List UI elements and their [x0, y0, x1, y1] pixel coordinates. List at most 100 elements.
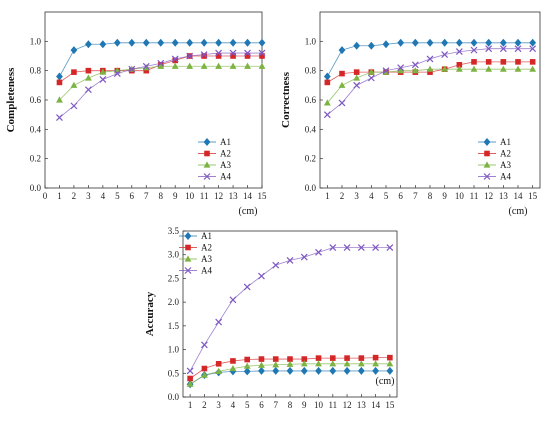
series-A3-point [455, 65, 463, 72]
series-A1-point [85, 40, 92, 49]
y-tick-label: 1.0 [305, 36, 317, 46]
series-A1-point [272, 366, 280, 375]
series-A4-point [56, 114, 63, 122]
legend-marker [204, 150, 210, 157]
series-A3-point [186, 62, 194, 69]
series-A2-point [339, 70, 345, 77]
series-A1-point [244, 38, 251, 47]
series-A2-point [330, 355, 336, 361]
series-A4-point [243, 283, 251, 291]
y-tick-label: 0.6 [305, 95, 317, 105]
series-A2-point [244, 53, 251, 59]
series-A3-point [343, 360, 351, 367]
series-A4-point [372, 244, 380, 252]
series-A2-point [387, 354, 393, 361]
series-A2-point [258, 356, 265, 362]
series-A3-point [215, 62, 222, 69]
series-A1-point [70, 46, 78, 55]
series-A4-point [323, 111, 331, 119]
series-A1-point [514, 38, 522, 47]
legend-label: A2 [500, 149, 511, 159]
series-A4-point [186, 52, 194, 60]
series-A2-point [215, 53, 222, 59]
series-A2-point [372, 354, 379, 361]
series-A1-point [315, 366, 322, 375]
series-A1-point [215, 38, 222, 47]
legend-marker [203, 138, 211, 146]
legend-marker [184, 232, 192, 240]
x-tick-label: 15 [528, 191, 538, 201]
series-A2-point [143, 67, 150, 74]
series-A2-point [471, 59, 477, 65]
x-tick-label: 8 [158, 191, 163, 201]
series-A4-point [229, 296, 237, 304]
series-A1-point [142, 38, 150, 47]
series-A1-point [258, 366, 265, 375]
series-A4-point [382, 67, 390, 75]
series-A3-point [529, 65, 537, 72]
x-tick-label: 13 [499, 191, 509, 201]
series-A1-point [323, 72, 331, 81]
x-tick-label: 4 [369, 191, 374, 201]
series-A2-point [272, 356, 279, 362]
series-A3-point [426, 65, 434, 72]
y-tick-label: 0.0 [30, 183, 42, 193]
x-tick-label: 14 [514, 191, 524, 201]
x-tick-label: 6 [259, 400, 264, 410]
series-A3-point [329, 360, 337, 367]
series-A4-point [84, 86, 92, 94]
legend-label: A2 [220, 149, 231, 159]
series-A4-point [272, 261, 280, 269]
series-A1-point [485, 38, 493, 47]
series-A1-point [397, 38, 405, 47]
x-tick-label: 8 [288, 400, 293, 410]
series-A1-point [171, 38, 179, 47]
series-A4-point [411, 61, 419, 69]
x-tick-label: 13 [357, 400, 367, 410]
series-A2-point [344, 355, 350, 361]
series-A3-point [258, 62, 266, 69]
series-A2-point [358, 355, 365, 361]
x-tick-label: 3 [86, 191, 91, 201]
series-A4-point [157, 59, 165, 67]
series-A4-point [286, 256, 294, 264]
x-tick-label: 2 [340, 191, 345, 201]
x-tick-label: 12 [343, 400, 352, 410]
x-tick-label: 2 [72, 191, 77, 201]
y-tick-label: 0.4 [305, 124, 317, 134]
x-tick-label: 9 [173, 191, 178, 201]
series-A1-point [186, 38, 194, 47]
series-A1-point [128, 38, 136, 47]
series-A1-point [386, 366, 394, 375]
series-A2-point [353, 69, 360, 75]
series-A4-point [200, 51, 208, 58]
series-A2-point [201, 365, 208, 372]
series-A3-point [514, 65, 522, 72]
series-A2-point [515, 59, 521, 65]
series-A1-point [56, 72, 63, 81]
series-A1-point [243, 367, 251, 376]
series-A3-point [372, 360, 379, 367]
series-A1-point [353, 41, 361, 50]
series-A4-point [386, 244, 394, 252]
series-A4-point [329, 244, 337, 252]
series-A1-point [455, 38, 463, 47]
legend-label: A1 [201, 231, 212, 241]
series-A1-point [99, 40, 107, 49]
legend-label: A3 [500, 160, 511, 170]
series-A4-point [128, 65, 136, 73]
x-tick-label: 10 [455, 191, 465, 201]
series-A4-point [470, 46, 478, 54]
series-A4-point [70, 102, 78, 110]
legend-label: A2 [201, 243, 212, 253]
x-tick-label: 6 [130, 191, 135, 201]
legend-label: A4 [201, 266, 212, 276]
series-A4-point [99, 76, 107, 83]
x-tick-label: 5 [115, 191, 120, 201]
legend-label: A1 [500, 137, 511, 147]
series-A3-point [229, 364, 237, 372]
x-tick-label: 2 [202, 400, 207, 410]
series-A3-point [323, 99, 331, 106]
series-A3-point [244, 62, 251, 69]
series-A4-point [397, 64, 405, 72]
